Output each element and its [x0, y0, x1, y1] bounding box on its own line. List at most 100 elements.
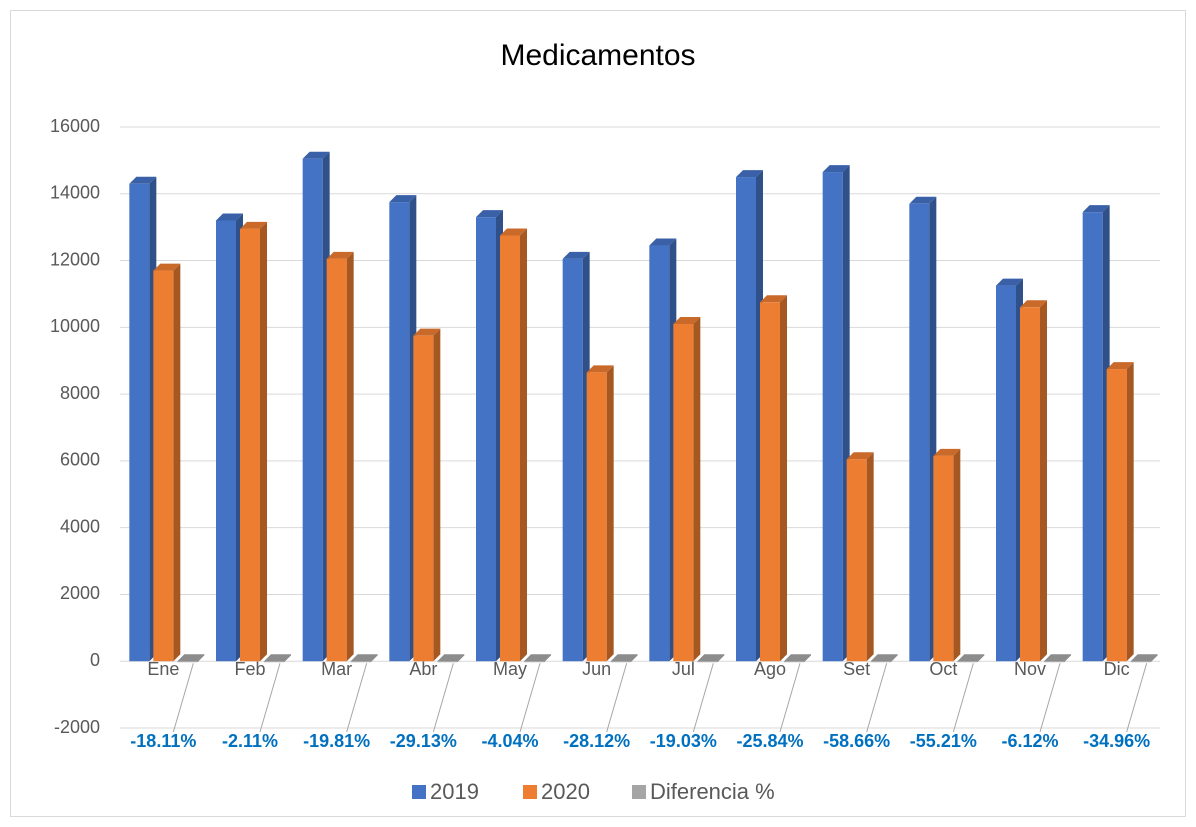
bar — [153, 270, 174, 662]
bar-top — [476, 210, 503, 218]
bar — [562, 258, 583, 662]
bar — [1106, 369, 1127, 662]
x-tick-label: Nov — [1014, 659, 1046, 679]
bar-top — [437, 654, 465, 662]
data-label: -19.81% — [303, 731, 370, 751]
bar-side — [284, 654, 291, 663]
bar — [264, 661, 284, 663]
legend-label: 2020 — [541, 779, 590, 804]
leader-line — [432, 663, 454, 733]
bar — [500, 235, 520, 662]
bar — [524, 661, 544, 663]
y-tick-label: 6000 — [60, 450, 100, 470]
x-tick-label: Ene — [147, 659, 179, 679]
bar-side — [1064, 654, 1071, 663]
bar-top — [870, 654, 898, 662]
bar — [697, 661, 718, 663]
bar-top — [177, 654, 205, 662]
bar-top — [129, 176, 157, 184]
y-tick-label: 4000 — [60, 516, 100, 536]
bar — [649, 245, 670, 662]
data-label: -25.84% — [736, 731, 803, 751]
bar — [1130, 661, 1151, 663]
bar — [437, 661, 458, 663]
x-tick-label: Feb — [234, 659, 265, 679]
y-tick-label: 14000 — [50, 183, 100, 203]
bar-top — [1106, 362, 1134, 370]
bar-side — [866, 452, 874, 662]
x-tick-label: May — [493, 659, 527, 679]
bar-top — [302, 151, 330, 159]
bar — [216, 220, 236, 662]
bar — [129, 183, 150, 662]
bar-side — [780, 295, 787, 662]
bar-top — [610, 654, 638, 662]
x-tick-label: Dic — [1104, 659, 1130, 679]
bar-top — [996, 278, 1023, 286]
bar — [673, 323, 694, 662]
bar-top — [153, 263, 181, 271]
bar — [822, 172, 843, 662]
bar — [177, 661, 198, 663]
bar-side — [173, 263, 181, 662]
bar-side — [890, 654, 898, 663]
legend-label: Diferencia % — [650, 779, 775, 804]
leader-line — [1039, 663, 1061, 733]
bar-side — [1040, 300, 1047, 662]
y-tick-label: 0 — [90, 650, 100, 670]
bar — [326, 258, 347, 662]
bar-side — [717, 654, 725, 663]
bar — [996, 285, 1016, 662]
bar-top — [524, 654, 551, 662]
bar-top — [697, 654, 725, 662]
x-tick-label: Set — [843, 659, 870, 679]
bar — [350, 661, 371, 663]
bar-side — [370, 654, 378, 663]
bar — [413, 335, 434, 662]
bar — [389, 202, 410, 662]
bar — [1020, 307, 1040, 662]
data-label: -18.11% — [130, 731, 196, 751]
y-tick-label: 8000 — [60, 383, 100, 403]
x-tick-label: Jun — [582, 659, 611, 679]
leader-line — [519, 663, 541, 733]
y-tick-label: 12000 — [50, 249, 100, 269]
bar — [957, 661, 978, 663]
bar — [1082, 212, 1103, 662]
bar-side — [693, 316, 701, 662]
legend-swatch — [632, 785, 646, 799]
bar-top — [822, 165, 850, 173]
bar-side — [953, 448, 961, 662]
bar-side — [977, 654, 985, 663]
bar-side — [346, 251, 354, 662]
bar-side — [1126, 362, 1134, 662]
data-label: -2.11% — [222, 731, 278, 751]
bar — [302, 158, 323, 662]
bar-side — [520, 228, 527, 662]
bar-top — [909, 196, 937, 204]
bar-top — [500, 228, 527, 236]
bar-top — [933, 448, 961, 456]
x-tick-label: Ago — [754, 659, 786, 679]
bar-top — [413, 328, 441, 336]
x-tick-label: Mar — [321, 659, 352, 679]
chart-title: Medicamentos — [500, 39, 695, 72]
bar-top — [326, 251, 354, 259]
leader-line — [346, 663, 368, 733]
bar-top — [760, 295, 787, 303]
bar-top — [240, 221, 267, 229]
data-label: -4.04% — [481, 731, 538, 751]
bar-side — [606, 365, 614, 662]
y-tick-label: -2000 — [54, 717, 100, 737]
bar-side — [197, 654, 205, 663]
bar-top — [562, 251, 590, 259]
x-tick-label: Jul — [672, 659, 695, 679]
data-label: -28.12% — [563, 731, 630, 751]
leader-line — [172, 663, 194, 733]
bar — [586, 372, 607, 662]
bar — [909, 203, 930, 662]
bar-side — [1150, 654, 1158, 663]
bar-top — [649, 238, 677, 246]
bar-top — [350, 654, 378, 662]
bar — [736, 177, 756, 662]
